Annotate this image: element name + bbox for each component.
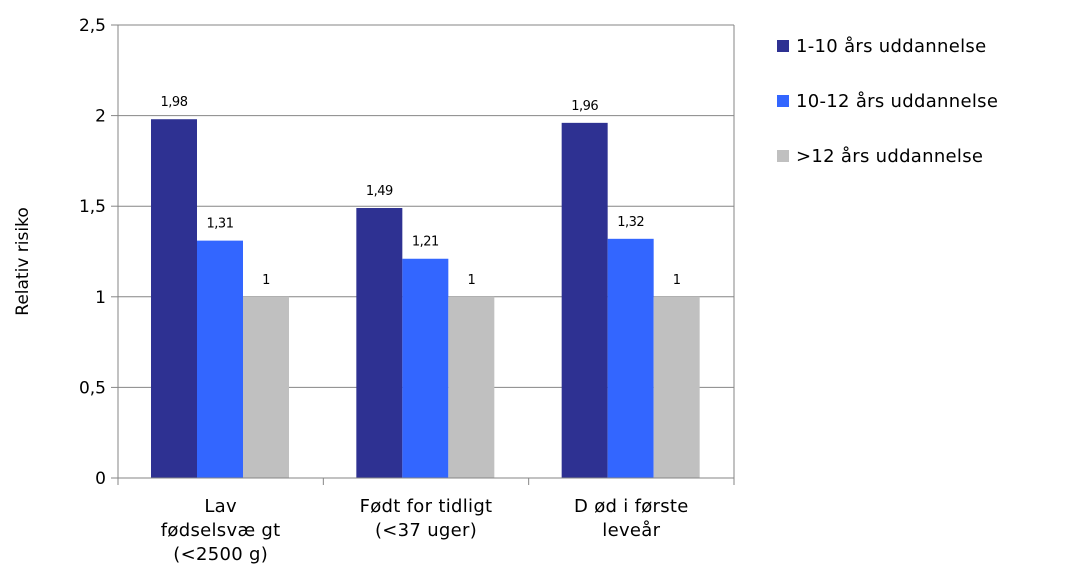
- y-tick-label: 2,5: [79, 16, 106, 36]
- legend-label: 10-12 års uddannelse: [796, 91, 998, 112]
- x-category-label: D ød i første: [574, 496, 689, 517]
- bar: [356, 208, 403, 478]
- data-label: 1: [262, 273, 270, 288]
- bar: [607, 238, 654, 478]
- x-category-label: (<37 uger): [375, 520, 477, 541]
- data-label: 1,21: [412, 235, 439, 250]
- data-label: 1,32: [617, 215, 644, 230]
- x-category-label: leveår: [602, 520, 660, 541]
- y-axis-title: Relativ risiko: [13, 207, 33, 315]
- y-tick-label: 1: [95, 288, 106, 308]
- x-category-label: Født for tidligt: [360, 496, 493, 517]
- data-label: 1: [673, 273, 681, 288]
- bar: [151, 119, 197, 478]
- x-category-label: fødselsvæ gt: [161, 520, 281, 541]
- legend-label: 1-10 års uddannelse: [796, 36, 986, 57]
- x-category-label: (<2500 g): [173, 544, 268, 565]
- axes: 0 0,5 1 1,5 2 2,5 Relativ risiko Lav fødselsvæ g…: [13, 16, 735, 565]
- y-tick-label: 0,5: [79, 378, 106, 398]
- y-tick-label: 2: [95, 107, 106, 127]
- data-label: 1: [467, 273, 475, 288]
- legend-swatch: [777, 40, 789, 52]
- bar: [243, 296, 289, 478]
- bars: [151, 119, 700, 479]
- y-tick-label: 0: [95, 469, 106, 489]
- data-label: 1,96: [571, 99, 598, 114]
- bar: [653, 296, 700, 478]
- legend-label: >12 års uddannelse: [796, 146, 983, 167]
- data-labels: 1,98 1,31 1 1,49 1,21 1 1,96 1,32 1: [161, 95, 682, 288]
- legend-swatch: [777, 150, 789, 162]
- bar: [197, 240, 243, 478]
- data-label: 1,31: [207, 217, 234, 232]
- data-label: 1,98: [161, 95, 188, 110]
- x-category-label: Lav: [204, 496, 237, 517]
- bar: [402, 258, 449, 478]
- legend: 1-10 års uddannelse 10-12 års uddannelse >…: [777, 36, 998, 167]
- legend-swatch: [777, 95, 789, 107]
- y-tick-label: 1,5: [79, 197, 106, 217]
- data-label: 1,49: [366, 184, 393, 199]
- bar: [561, 122, 608, 479]
- bar: [448, 296, 495, 478]
